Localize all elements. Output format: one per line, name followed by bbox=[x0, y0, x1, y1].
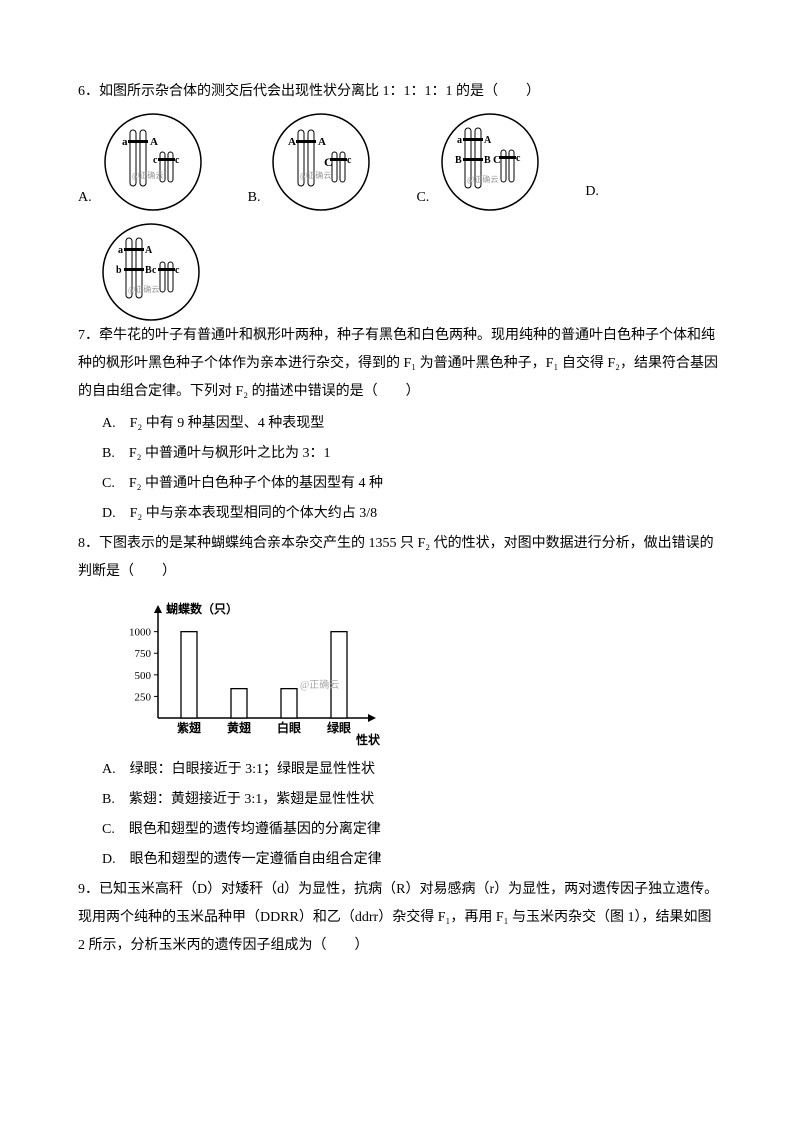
q8-text: 8．下图表示的是某种蝴蝶纯合亲本杂交产生的 1355 只 F₂ 代的性状，对图中… bbox=[78, 536, 714, 579]
svg-text:b: b bbox=[116, 265, 122, 276]
svg-text:c: c bbox=[347, 155, 352, 166]
q6-text: 6．如图所示杂合体的测交后代会出现性状分离比 1：1：1：1 的是（ ） bbox=[78, 84, 540, 99]
q8-opt-a: A. 绿眼：白眼接近于 3:1；绿眼是显性性状 bbox=[102, 756, 722, 784]
svg-text:c: c bbox=[175, 265, 180, 276]
q6-label-d: D. bbox=[585, 178, 599, 206]
svg-text:A: A bbox=[484, 135, 492, 146]
q7-opt-b: B. F₂ 中普通叶与枫形叶之比为 3：1 bbox=[102, 440, 722, 468]
q8-opt-c: C. 眼色和翅型的遗传均遵循基因的分离定律 bbox=[102, 816, 722, 844]
question-8: 8．下图表示的是某种蝴蝶纯合亲本杂交产生的 1355 只 F₂ 代的性状，对图中… bbox=[78, 530, 722, 586]
svg-text:C: C bbox=[324, 155, 333, 169]
svg-text:B: B bbox=[455, 155, 462, 166]
svg-text:@正确云: @正确云 bbox=[467, 174, 498, 184]
svg-text:B: B bbox=[145, 265, 152, 276]
q6-label-b: B. bbox=[248, 184, 261, 212]
svg-text:白眼: 白眼 bbox=[277, 720, 301, 735]
svg-text:@正确云: @正确云 bbox=[300, 678, 339, 691]
svg-text:性状: 性状 bbox=[355, 732, 381, 746]
q7-opt-a: A. F₂ 中有 9 种基因型、4 种表现型 bbox=[102, 410, 722, 438]
svg-text:a: a bbox=[118, 245, 123, 256]
svg-text:绿眼: 绿眼 bbox=[327, 720, 351, 735]
svg-text:c: c bbox=[516, 153, 521, 164]
svg-text:a: a bbox=[122, 136, 128, 148]
svg-text:a: a bbox=[457, 135, 462, 146]
svg-text:黄翅: 黄翅 bbox=[227, 720, 251, 735]
cell-diagram-a: a A c c @正确云 bbox=[98, 112, 208, 212]
question-9: 9．已知玉米高秆（D）对矮秆（d）为显性，抗病（R）对易感病（r）为显性，两对遗… bbox=[78, 876, 722, 960]
q8-options: A. 绿眼：白眼接近于 3:1；绿眼是显性性状 B. 紫翅：黄翅接近于 3:1，… bbox=[78, 756, 722, 874]
svg-text:A: A bbox=[150, 136, 158, 148]
svg-text:c: c bbox=[152, 265, 157, 276]
q7-opt-c: C. F₂ 中普通叶白色种子个体的基因型有 4 种 bbox=[102, 470, 722, 498]
q7-options: A. F₂ 中有 9 种基因型、4 种表现型 B. F₂ 中普通叶与枫形叶之比为… bbox=[78, 410, 722, 528]
cell-diagram-b: A A C c @正确云 bbox=[266, 112, 376, 212]
q6-label-c: C. bbox=[416, 184, 429, 212]
svg-text:B: B bbox=[484, 155, 491, 166]
q7-opt-d: D. F₂ 中与亲本表现型相同的个体大约占 3/8 bbox=[102, 500, 722, 528]
svg-text:@正确云: @正确云 bbox=[132, 170, 163, 180]
svg-text:c: c bbox=[175, 155, 180, 166]
question-7: 7．牵牛花的叶子有普通叶和枫形叶两种，种子有黑色和白色两种。现用纯种的普通叶白色… bbox=[78, 322, 722, 406]
bar-chart-svg: 250 500 750 1000 蝴蝶数（只） 紫翅 黄翅 白眼 绿眼性状 @正确云 bbox=[106, 596, 396, 746]
q9-text: 9．已知玉米高秆（D）对矮秆（d）为显性，抗病（R）对易感病（r）为显性，两对遗… bbox=[78, 882, 718, 953]
svg-text:500: 500 bbox=[135, 670, 152, 682]
svg-text:A: A bbox=[145, 245, 153, 256]
q6-diagram-d-wrap: a A b B c c @正确云 bbox=[96, 222, 722, 322]
q6-label-a: A. bbox=[78, 184, 92, 212]
q7-text: 7．牵牛花的叶子有普通叶和枫形叶两种，种子有黑色和白色两种。现用纯种的普通叶白色… bbox=[78, 328, 718, 399]
svg-text:c: c bbox=[153, 155, 158, 166]
svg-text:A: A bbox=[288, 136, 296, 148]
q6-diagrams: A. a A c c @正确云 B. A A C c bbox=[78, 112, 722, 212]
q8-bar-chart: 250 500 750 1000 蝴蝶数（只） 紫翅 黄翅 白眼 绿眼性状 @正确云 bbox=[106, 596, 722, 746]
svg-text:A: A bbox=[318, 136, 326, 148]
svg-text:C: C bbox=[493, 154, 501, 166]
question-6: 6．如图所示杂合体的测交后代会出现性状分离比 1：1：1：1 的是（ ） bbox=[78, 78, 722, 106]
cell-diagram-c: a A B B C c @正确云 bbox=[435, 112, 545, 212]
svg-text:紫翅: 紫翅 bbox=[177, 720, 201, 735]
svg-text:750: 750 bbox=[135, 648, 152, 660]
svg-text:@正确云: @正确云 bbox=[128, 284, 159, 294]
svg-text:1000: 1000 bbox=[129, 627, 152, 639]
svg-text:@正确云: @正确云 bbox=[300, 170, 331, 180]
svg-text:250: 250 bbox=[135, 691, 152, 703]
cell-diagram-d: a A b B c c @正确云 bbox=[96, 222, 206, 322]
q8-opt-b: B. 紫翅：黄翅接近于 3:1，紫翅是显性性状 bbox=[102, 786, 722, 814]
svg-text:蝴蝶数（只）: 蝴蝶数（只） bbox=[166, 601, 238, 616]
q8-opt-d: D. 眼色和翅型的遗传一定遵循自由组合定律 bbox=[102, 846, 722, 874]
